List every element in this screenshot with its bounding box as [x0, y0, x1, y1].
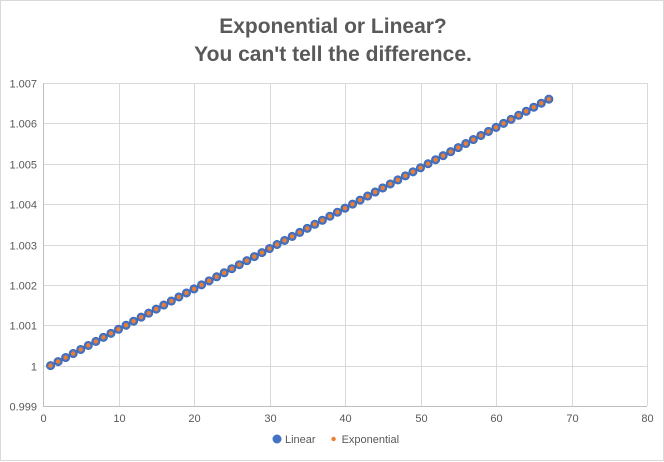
- exponential-point: [524, 109, 529, 114]
- exponential-point: [244, 258, 250, 263]
- exponential-point: [184, 290, 189, 296]
- y-tick-label: 1.007: [9, 79, 37, 91]
- exponential-point: [199, 282, 204, 288]
- exponential-point: [101, 335, 106, 340]
- exponential-point: [138, 314, 144, 320]
- exponential-point: [312, 222, 317, 227]
- exponential-point: [206, 278, 212, 284]
- exponential-point: [289, 234, 295, 239]
- exponential-point: [478, 133, 484, 138]
- exponential-point: [274, 242, 280, 247]
- exponential-point: [131, 319, 136, 324]
- exponential-point: [71, 351, 76, 356]
- exponential-point: [116, 327, 121, 332]
- exponential-point: [48, 363, 53, 368]
- exponential-point: [108, 331, 114, 336]
- exponential-point: [365, 193, 370, 199]
- exponential-point: [539, 100, 544, 106]
- legend-label-exponential: Exponential: [342, 434, 400, 446]
- exponential-point: [380, 185, 385, 191]
- x-tick-label: 20: [188, 413, 200, 425]
- exponential-point: [169, 298, 174, 304]
- exponential-point: [403, 173, 408, 179]
- legend: Linear Exponential: [272, 434, 400, 446]
- exponential-point: [342, 205, 348, 211]
- tick-label-layer: 0.999 1 1.001 1.002 1.003 1.004 1.005 1.006 1.00…: [9, 79, 653, 426]
- exponential-point: [161, 302, 166, 308]
- exponential-point: [456, 145, 461, 150]
- exponential-point: [237, 262, 242, 267]
- exponential-point: [335, 210, 340, 215]
- exponential-point: [418, 165, 423, 170]
- exponential-point: [222, 270, 227, 275]
- exponential-point: [388, 181, 393, 187]
- exponential-point: [259, 250, 265, 255]
- exponential-point: [471, 137, 476, 142]
- legend-marker-linear: [272, 434, 282, 444]
- exponential-point: [214, 274, 219, 279]
- x-tick-label: 80: [641, 413, 653, 425]
- y-tick-label: 0.999: [9, 402, 37, 414]
- exponential-point: [327, 214, 333, 219]
- x-tick-label: 60: [490, 413, 502, 425]
- y-tick-label: 1: [31, 362, 37, 374]
- x-tick-label: 10: [113, 413, 125, 425]
- exponential-point: [55, 359, 61, 364]
- exponential-point: [305, 226, 310, 231]
- exponential-point: [486, 129, 491, 134]
- exponential-point: [191, 286, 197, 292]
- exponential-point: [546, 96, 552, 102]
- exponential-point: [440, 153, 446, 158]
- exponential-point: [154, 306, 159, 312]
- chart-title-line-1: Exponential or Linear?: [219, 15, 447, 38]
- exponential-point: [93, 339, 99, 344]
- x-tick-label: 0: [40, 413, 46, 425]
- exponential-point: [448, 149, 453, 154]
- exponential-point: [267, 246, 272, 251]
- chart-title-line-2: You can't tell the difference.: [194, 43, 472, 66]
- x-tick-label: 30: [264, 413, 276, 425]
- legend-marker-exponential: [331, 436, 336, 442]
- exponential-point: [516, 113, 521, 118]
- exponential-point: [78, 347, 83, 352]
- exponential-point: [123, 323, 129, 328]
- exponential-point: [350, 201, 355, 207]
- y-tick-label: 1.001: [9, 321, 37, 333]
- exponential-point: [395, 177, 401, 183]
- grid-layer: [43, 83, 648, 407]
- x-tick-label: 70: [566, 413, 578, 425]
- exponential-point: [433, 157, 438, 162]
- exponential-point: [146, 310, 151, 316]
- exponential-point: [501, 121, 506, 126]
- y-tick-label: 1.002: [9, 281, 37, 293]
- x-tick-label: 50: [415, 413, 427, 425]
- y-tick-label: 1.005: [9, 160, 37, 172]
- y-tick-label: 1.004: [9, 200, 37, 212]
- x-tick-label: 40: [339, 413, 351, 425]
- exponential-point: [320, 218, 325, 223]
- exponential-point: [531, 105, 536, 110]
- exponential-point: [252, 254, 257, 259]
- exponential-point: [425, 161, 431, 166]
- exponential-point: [63, 355, 68, 360]
- legend-label-linear: Linear: [285, 434, 316, 446]
- exponential-point: [282, 238, 287, 243]
- exponential-point: [86, 343, 91, 348]
- exponential-point: [176, 294, 182, 300]
- exponential-point: [410, 169, 416, 175]
- exponential-point: [229, 266, 234, 271]
- exponential-point: [508, 117, 514, 122]
- series-layer: [46, 94, 554, 371]
- exponential-point: [297, 230, 302, 235]
- exponential-point: [373, 189, 378, 195]
- exponential-point: [357, 197, 363, 203]
- series-exponential: [48, 96, 552, 368]
- exponential-point: [493, 125, 499, 130]
- y-tick-label: 1.006: [9, 119, 37, 131]
- y-tick-label: 1.003: [9, 241, 37, 253]
- exponential-point: [463, 141, 468, 146]
